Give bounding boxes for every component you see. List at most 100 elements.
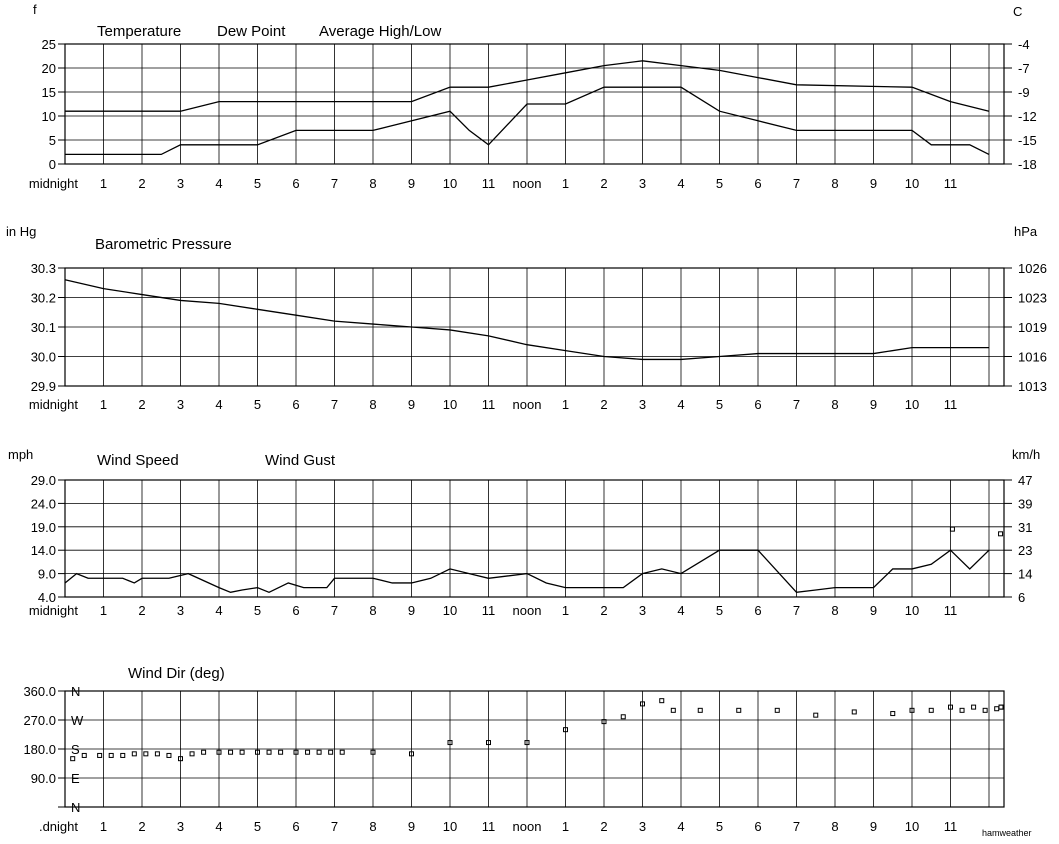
temperature-chart: f C Temperature Dew Point Average High/L…: [29, 2, 1037, 191]
temperature-y-tick-label: 20: [42, 61, 56, 76]
temperature-right-tick-label: -7: [1018, 61, 1030, 76]
plot-frame: [64, 479, 1005, 598]
data-point: [120, 752, 126, 758]
wind-x-ticks: midnight 1 2 3 4 5 6 7 8 9 10 11 noon 1 2 3 4 5 6 7 8 9 10 11: [29, 603, 957, 618]
legend-wind-gust: Wind Gust: [265, 452, 336, 469]
data-point: [486, 740, 491, 746]
x-tick-label: 10: [443, 176, 457, 191]
data-point: [447, 740, 453, 746]
x-tick-label: 7: [793, 397, 800, 412]
wind-direction-series: [70, 698, 1004, 762]
data-point: [659, 698, 665, 704]
x-tick-label: 11: [944, 176, 958, 191]
wind-direction-title: Wind Dir (deg): [128, 665, 225, 682]
data-point: [949, 526, 955, 532]
x-tick-label: 9: [870, 176, 877, 191]
x-tick-label: 3: [177, 819, 184, 834]
x-tick-label: 4: [677, 176, 684, 191]
x-tick-label: 7: [331, 397, 338, 412]
x-tick-label: 4: [215, 603, 222, 618]
wind-right-tick-label: 47: [1018, 473, 1032, 488]
temperature-y-ticks: 0 -18 5 -15 10 -12 15 -9 20 -7 25 -4: [42, 37, 1037, 172]
x-tick-label: 1: [562, 176, 569, 191]
x-tick-label: 11: [482, 819, 496, 834]
data-point: [601, 719, 607, 725]
x-tick-label: 8: [369, 603, 376, 618]
x-tick-label: 9: [408, 397, 415, 412]
x-tick-label: 3: [177, 397, 184, 412]
wind-direction-y-tick-label: 360.0: [23, 684, 56, 699]
temperature-series: [65, 60, 990, 156]
x-tick-label: 8: [369, 176, 376, 191]
x-tick-label: 6: [292, 603, 299, 618]
x-tick-label: 6: [292, 819, 299, 834]
x-tick-label: 4: [215, 176, 222, 191]
temperature-x-ticks: midnight 1 2 3 4 5 6 7 8 9 10 11 noon 1 2 3 4 5 6 7 8 9 10 11: [29, 176, 957, 191]
wind-grid: [64, 479, 1005, 598]
x-tick-label: 7: [793, 819, 800, 834]
data-point: [813, 712, 819, 718]
x-tick-label: 5: [254, 397, 261, 412]
temperature-y-tick-label: 10: [42, 109, 56, 124]
data-point: [228, 749, 234, 755]
x-tick-label: 5: [254, 176, 261, 191]
x-tick-label: noon: [513, 819, 542, 834]
x-tick-label: 9: [870, 819, 877, 834]
pressure-chart: in Hg hPa Barometric Pressure 29.9 101330…: [6, 224, 1047, 412]
data-point: [959, 707, 965, 713]
data-point: [928, 707, 934, 713]
pressure-y-tick-label: 30.1: [31, 320, 56, 335]
x-tick-label: 10: [443, 819, 457, 834]
x-tick-label: 6: [754, 819, 761, 834]
x-tick-label: 3: [639, 603, 646, 618]
x-tick-label: 11: [944, 603, 958, 618]
x-tick-label: 5: [254, 603, 261, 618]
x-tick-label: 11: [944, 397, 958, 412]
x-tick-label: 6: [754, 603, 761, 618]
temperature-y-tick-label: 5: [49, 133, 56, 148]
x-tick-label: 5: [716, 819, 723, 834]
wind-y-tick-label: 29.0: [31, 473, 56, 488]
x-tick-label: 3: [639, 176, 646, 191]
x-tick-label: 8: [831, 176, 838, 191]
data-point: [293, 749, 299, 755]
x-tick-label: 5: [716, 603, 723, 618]
pressure-y-tick-label: 30.3: [31, 261, 56, 276]
data-point: [998, 531, 1004, 537]
pressure-grid: [64, 267, 1005, 387]
legend-average-high-low: Average High/Low: [319, 23, 441, 40]
wind-y-tick-label: 24.0: [31, 496, 56, 511]
wind-y-tick-label: 19.0: [31, 520, 56, 535]
x-tick-label: noon: [513, 397, 542, 412]
legend-temperature: Temperature: [97, 23, 181, 40]
x-tick-label: 1: [562, 397, 569, 412]
temperature-y-tick-label: 15: [42, 85, 56, 100]
data-point: [890, 711, 896, 717]
x-tick-label: 7: [331, 819, 338, 834]
x-tick-label: 7: [331, 603, 338, 618]
x-tick-label: 4: [215, 397, 222, 412]
x-tick-label: 1: [562, 603, 569, 618]
x-tick-label: 4: [677, 819, 684, 834]
data-point: [998, 704, 1004, 710]
pressure-right-tick-label: 1016: [1018, 350, 1047, 365]
x-tick-label: .dnight: [39, 819, 78, 834]
x-tick-label: 2: [600, 603, 607, 618]
x-tick-label: 5: [716, 176, 723, 191]
x-tick-label: noon: [513, 176, 542, 191]
x-tick-label: 8: [831, 397, 838, 412]
x-tick-label: 11: [482, 397, 496, 412]
data-point: [948, 704, 953, 710]
compass-label: N: [71, 684, 80, 699]
pressure-y-tick-label: 30.2: [31, 291, 56, 306]
x-tick-label: 11: [482, 603, 496, 618]
pressure-title: Barometric Pressure: [95, 236, 232, 253]
data-point: [524, 740, 530, 746]
data-point: [370, 749, 376, 755]
data-point: [178, 756, 183, 762]
data-point: [216, 749, 222, 755]
pressure-right-tick-label: 1023: [1018, 291, 1047, 306]
data-point: [971, 704, 977, 710]
data-point: [70, 756, 76, 762]
x-tick-label: 8: [369, 397, 376, 412]
